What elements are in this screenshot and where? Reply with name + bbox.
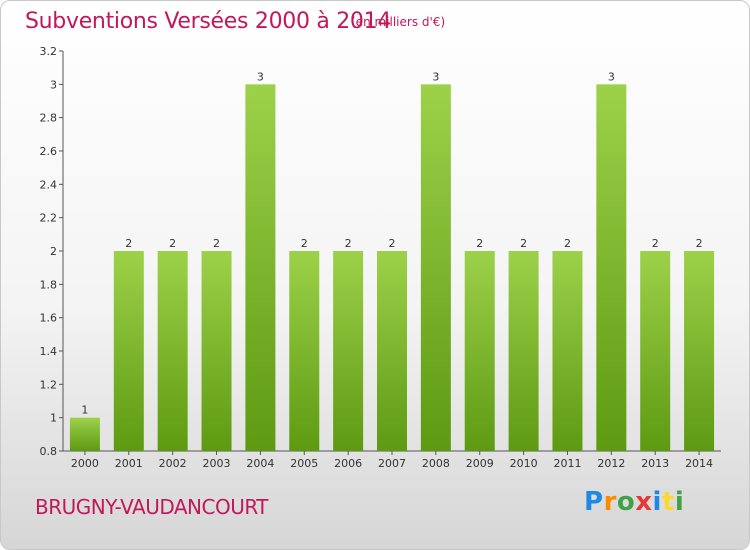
bar xyxy=(420,84,451,451)
data-label: 2 xyxy=(564,237,571,250)
x-tick-label: 2002 xyxy=(159,457,187,470)
data-label: 3 xyxy=(257,70,264,83)
commune-name: BRUGNY-VAUDANCOURT xyxy=(35,495,269,519)
bar xyxy=(289,251,320,451)
logo-letter: i xyxy=(674,487,685,517)
x-tick-label: 2001 xyxy=(115,457,143,470)
chart-unit-label: (en milliers d'€) xyxy=(351,15,446,29)
x-tick-label: 2000 xyxy=(71,457,99,470)
y-tick-label: 3 xyxy=(50,78,57,91)
logo-letter: r xyxy=(603,487,617,517)
bar xyxy=(113,251,144,451)
x-tick-label: 2004 xyxy=(246,457,274,470)
data-label: 2 xyxy=(520,237,527,250)
y-tick-label: 1.4 xyxy=(40,345,58,358)
x-tick-label: 2005 xyxy=(290,457,318,470)
bar xyxy=(640,251,671,451)
x-tick-label: 2012 xyxy=(597,457,625,470)
data-label: 2 xyxy=(652,237,659,250)
y-tick-label: 2 xyxy=(50,245,57,258)
logo-letter: P xyxy=(584,487,604,517)
x-tick-label: 2006 xyxy=(334,457,362,470)
bar xyxy=(69,417,100,451)
logo-letter: t xyxy=(661,487,675,517)
bar xyxy=(596,84,627,451)
bar xyxy=(464,251,495,451)
bar xyxy=(245,84,276,451)
bar xyxy=(377,251,407,451)
data-label: 2 xyxy=(476,237,483,250)
data-label: 2 xyxy=(213,237,220,250)
y-tick-label: 1.6 xyxy=(40,312,58,325)
x-tick-label: 2014 xyxy=(685,457,713,470)
x-tick-label: 2008 xyxy=(422,457,450,470)
x-tick-label: 2011 xyxy=(553,457,581,470)
y-tick-label: 2.6 xyxy=(40,145,58,158)
y-tick-label: 1.8 xyxy=(40,278,58,291)
y-tick-label: 1.2 xyxy=(40,378,58,391)
data-label: 3 xyxy=(608,70,615,83)
data-label: 2 xyxy=(169,237,176,250)
data-label: 2 xyxy=(696,237,703,250)
data-label: 2 xyxy=(345,237,352,250)
y-tick-label: 2.2 xyxy=(40,212,58,225)
y-tick-label: 0.8 xyxy=(40,445,58,458)
x-tick-label: 2007 xyxy=(378,457,406,470)
x-tick-label: 2003 xyxy=(203,457,231,470)
data-label: 2 xyxy=(125,237,132,250)
proxiti-logo: Proxiti xyxy=(584,487,684,517)
bar xyxy=(157,251,188,451)
y-tick-label: 1 xyxy=(50,412,57,425)
data-label: 3 xyxy=(432,70,439,83)
x-tick-label: 2009 xyxy=(466,457,494,470)
x-tick-label: 2013 xyxy=(641,457,669,470)
y-tick-label: 2.4 xyxy=(40,178,58,191)
data-label: 1 xyxy=(81,404,88,417)
bar xyxy=(333,251,364,451)
data-label: 2 xyxy=(301,237,308,250)
bar xyxy=(552,251,583,451)
x-tick-label: 2010 xyxy=(510,457,538,470)
y-tick-label: 2.8 xyxy=(40,112,58,125)
bar xyxy=(201,251,232,451)
bar xyxy=(684,251,715,451)
data-label: 2 xyxy=(389,237,396,250)
logo-letter: o xyxy=(616,487,636,517)
bar xyxy=(508,251,539,451)
y-tick-label: 3.2 xyxy=(40,45,58,58)
chart-title: Subventions Versées 2000 à 2014 xyxy=(25,9,392,34)
logo-letter: x xyxy=(635,487,653,517)
logo-letter: i xyxy=(652,487,662,517)
